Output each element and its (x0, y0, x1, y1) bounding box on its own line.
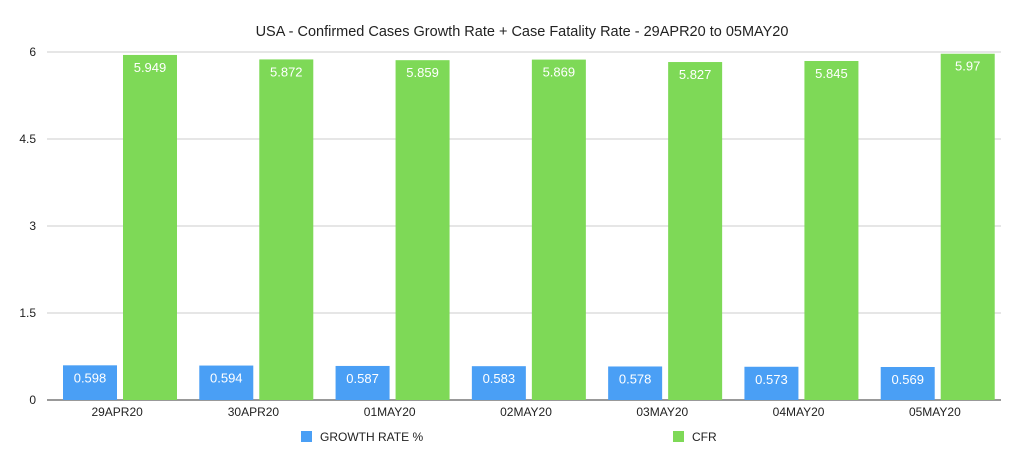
bar-layer (63, 53, 995, 401)
x-tick-label: 03MAY20 (636, 405, 688, 419)
x-tick-label: 30APR20 (228, 405, 280, 419)
x-tick-label: 29APR20 (91, 405, 143, 419)
data-label: 5.872 (270, 64, 303, 79)
growth-rate-bar (880, 366, 935, 400)
legend-swatch-growth-rate (301, 431, 312, 442)
data-label: 5.827 (679, 67, 712, 82)
y-tick-label: 4.5 (19, 132, 36, 146)
data-label: 0.587 (346, 371, 379, 386)
data-label: 5.845 (815, 66, 848, 81)
data-label: 5.949 (134, 60, 167, 75)
x-tick-label: 02MAY20 (500, 405, 552, 419)
legend-label-growth-rate: GROWTH RATE % (320, 430, 423, 444)
cfr-bar (804, 60, 859, 401)
cfr-bar (259, 59, 314, 400)
cfr-bar (668, 62, 723, 401)
data-label: 5.869 (543, 65, 576, 80)
growth-rate-bar (608, 366, 663, 400)
x-tick-label: 04MAY20 (773, 405, 825, 419)
data-label: 0.583 (483, 371, 516, 386)
cfr-bar (531, 59, 586, 401)
data-label: 0.598 (74, 370, 107, 385)
cfr-bar (123, 54, 177, 400)
legend-label-cfr: CFR (692, 430, 717, 444)
data-label: 5.97 (955, 59, 980, 74)
data-label: 0.578 (619, 371, 652, 386)
data-label: 0.573 (755, 372, 788, 387)
chart-title: USA - Confirmed Cases Growth Rate + Case… (256, 24, 789, 40)
y-tick-label: 6 (29, 45, 36, 59)
y-tick-label: 1.5 (19, 306, 36, 320)
cfr-bar (940, 53, 995, 401)
growth-rate-bar (744, 366, 799, 400)
data-label: 0.569 (891, 372, 924, 387)
legend: GROWTH RATE % CFR (301, 430, 717, 444)
y-tick-label: 0 (29, 393, 36, 407)
x-tick-label: 05MAY20 (909, 405, 961, 419)
cfr-bar (395, 60, 450, 400)
x-tick-label: 01MAY20 (364, 405, 416, 419)
data-label: 0.594 (210, 371, 243, 386)
data-label: 5.859 (406, 65, 439, 80)
y-tick-label: 3 (29, 219, 36, 233)
growth-rate-bar (471, 366, 526, 400)
growth-rate-bar (199, 365, 254, 400)
growth-rate-bar (335, 365, 390, 400)
data-label-layer: 0.598 5.949 0.594 5.872 0.587 5.859 0.583 5.869… (74, 59, 981, 387)
axis-layer: 0 1.5 3 4.5 6 29APR20 30APR20 01MAY20 02MAY20 03M… (19, 45, 961, 419)
growth-rate-bar (63, 365, 117, 400)
legend-swatch-cfr (673, 431, 684, 442)
